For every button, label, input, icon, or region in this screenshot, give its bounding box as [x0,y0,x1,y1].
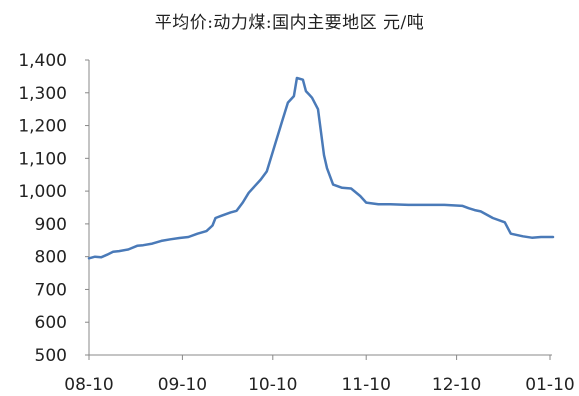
x-tick-label: 08-10 [64,375,113,395]
x-tick-label: 10-10 [248,375,297,395]
y-tick-label: 500 [35,346,67,366]
x-tick-label: 01-10 [525,375,574,395]
y-tick-label: 600 [35,313,67,333]
x-tick-label: 12-10 [432,375,481,395]
series-line [87,76,555,260]
x-tick-label: 09-10 [158,375,207,395]
y-tick-label: 700 [35,280,67,300]
y-tick-label: 1,000 [18,182,67,202]
y-tick-label: 1,300 [18,84,67,104]
y-tick-label: 1,400 [18,51,67,71]
y-axis: 500 600 700 800 900 1,000 1,100 1,200 1,300 1,400 [18,51,90,366]
y-tick-label: 1,200 [18,117,67,137]
y-tick-label: 800 [35,248,67,268]
y-tick-label: 900 [35,215,67,235]
x-axis: 08-10 09-10 10-10 11-10 12-10 01-10 [64,354,575,395]
x-tick-label: 11-10 [341,375,390,395]
series-group [87,76,555,260]
chart-title: 平均价:动力煤:国内主要地区 元/吨 [154,13,425,33]
y-tick-label: 1,100 [18,149,67,169]
